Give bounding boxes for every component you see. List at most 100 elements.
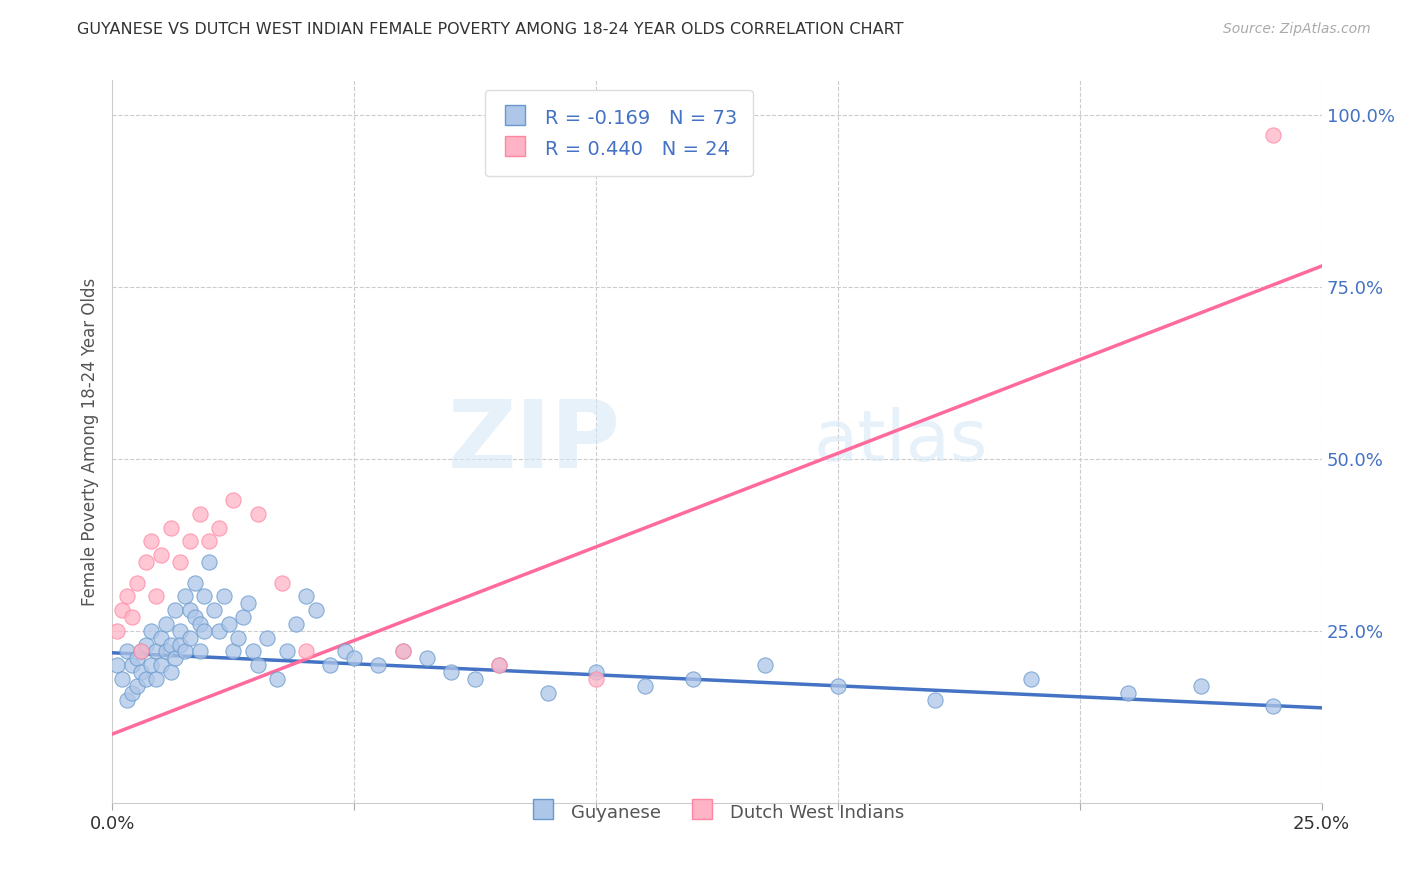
Point — [633, 679, 655, 693]
Point — [179, 631, 201, 645]
Point — [115, 692, 138, 706]
Point — [193, 624, 215, 638]
Point — [208, 520, 231, 534]
Point — [208, 624, 231, 638]
Point — [276, 644, 298, 658]
Point — [179, 603, 201, 617]
Point — [246, 658, 269, 673]
Point — [1263, 699, 1285, 714]
Point — [169, 555, 191, 569]
Point — [149, 548, 172, 562]
Point — [145, 672, 167, 686]
Point — [232, 610, 254, 624]
Point — [115, 644, 138, 658]
Point — [131, 644, 153, 658]
Point — [121, 610, 143, 624]
Point — [1021, 672, 1043, 686]
Point — [218, 616, 240, 631]
Text: GUYANESE VS DUTCH WEST INDIAN FEMALE POVERTY AMONG 18-24 YEAR OLDS CORRELATION C: GUYANESE VS DUTCH WEST INDIAN FEMALE POV… — [77, 22, 904, 37]
Point — [319, 658, 342, 673]
Point — [198, 555, 221, 569]
Point — [149, 658, 172, 673]
Point — [155, 644, 177, 658]
Point — [682, 672, 704, 686]
Point — [188, 644, 211, 658]
Point — [537, 686, 560, 700]
Text: ZIP: ZIP — [447, 395, 620, 488]
Point — [222, 493, 245, 508]
Point — [924, 692, 946, 706]
Point — [115, 590, 138, 604]
Point — [188, 616, 211, 631]
Point — [155, 616, 177, 631]
Point — [464, 672, 486, 686]
Point — [193, 590, 215, 604]
Point — [179, 534, 201, 549]
Point — [183, 575, 205, 590]
Point — [295, 590, 318, 604]
Y-axis label: Female Poverty Among 18-24 Year Olds: Female Poverty Among 18-24 Year Olds — [80, 277, 98, 606]
Point — [121, 658, 143, 673]
Point — [121, 686, 143, 700]
Point — [1189, 679, 1212, 693]
Point — [145, 590, 167, 604]
Point — [131, 665, 153, 679]
Point — [391, 644, 413, 658]
Point — [111, 603, 134, 617]
Point — [149, 631, 172, 645]
Point — [367, 658, 389, 673]
Point — [754, 658, 776, 673]
Point — [236, 596, 259, 610]
Point — [183, 610, 205, 624]
Point — [285, 616, 308, 631]
Point — [135, 672, 157, 686]
Point — [131, 644, 153, 658]
Point — [159, 665, 181, 679]
Point — [440, 665, 463, 679]
Point — [333, 644, 356, 658]
Point — [141, 658, 163, 673]
Point — [585, 672, 607, 686]
Point — [827, 679, 849, 693]
Point — [165, 603, 187, 617]
Point — [169, 638, 191, 652]
Point — [488, 658, 510, 673]
Legend: R = -0.169   N = 73, R = 0.440   N = 24: R = -0.169 N = 73, R = 0.440 N = 24 — [485, 90, 754, 177]
Point — [105, 624, 128, 638]
Point — [1263, 128, 1285, 143]
Point — [488, 658, 510, 673]
Point — [295, 644, 318, 658]
Point — [266, 672, 288, 686]
Point — [165, 651, 187, 665]
Point — [174, 644, 197, 658]
Point — [105, 658, 128, 673]
Point — [174, 590, 197, 604]
Point — [141, 624, 163, 638]
Point — [169, 624, 191, 638]
Point — [226, 631, 249, 645]
Point — [135, 638, 157, 652]
Point — [188, 507, 211, 521]
Point — [391, 644, 413, 658]
Text: Source: ZipAtlas.com: Source: ZipAtlas.com — [1223, 22, 1371, 37]
Point — [304, 603, 326, 617]
Point — [159, 520, 181, 534]
Point — [1116, 686, 1139, 700]
Point — [585, 665, 607, 679]
Point — [125, 575, 148, 590]
Point — [125, 651, 148, 665]
Point — [222, 644, 245, 658]
Point — [270, 575, 292, 590]
Point — [145, 644, 167, 658]
Point — [416, 651, 439, 665]
Point — [202, 603, 225, 617]
Point — [246, 507, 269, 521]
Point — [343, 651, 366, 665]
Point — [256, 631, 278, 645]
Point — [111, 672, 134, 686]
Point — [141, 534, 163, 549]
Point — [242, 644, 264, 658]
Point — [125, 679, 148, 693]
Text: atlas: atlas — [814, 407, 988, 476]
Point — [198, 534, 221, 549]
